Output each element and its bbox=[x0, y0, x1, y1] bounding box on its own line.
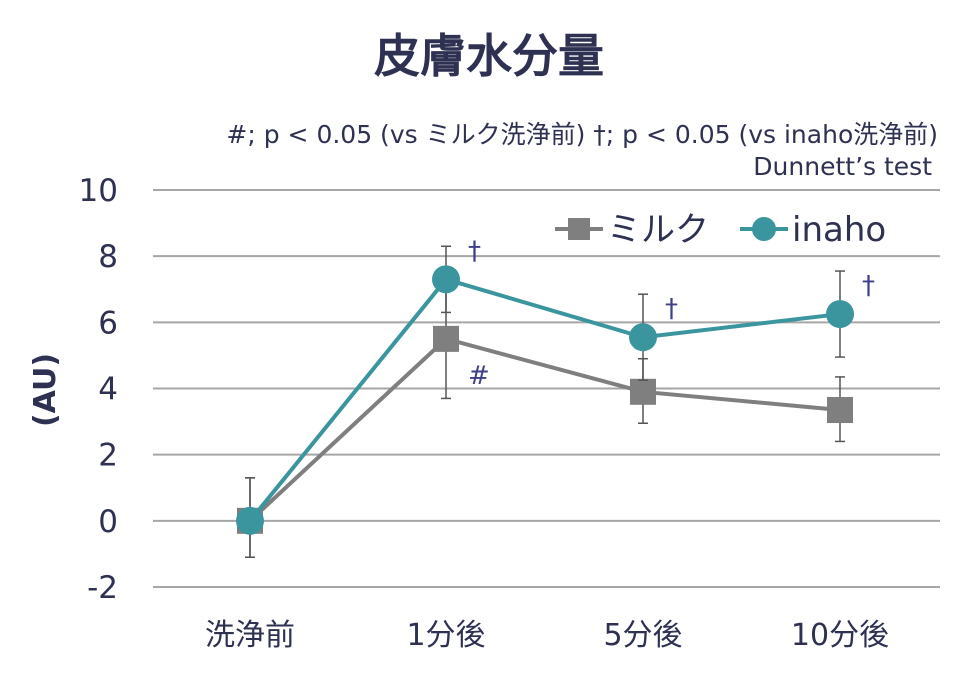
y-tick-label: 4 bbox=[98, 372, 118, 408]
significance-mark: † bbox=[468, 236, 481, 266]
series-line bbox=[248, 336, 841, 523]
data-point bbox=[827, 397, 853, 424]
x-tick-label: 洗浄前 bbox=[205, 618, 295, 653]
legend-label: ミルク bbox=[607, 210, 709, 250]
legend-item: ミルク bbox=[555, 210, 709, 250]
y-tick-label: 8 bbox=[98, 239, 118, 275]
data-point bbox=[629, 323, 657, 352]
series-inaho: † † † bbox=[236, 236, 875, 558]
x-tick-labels: 洗浄前 1分後 5分後 10分後 bbox=[205, 618, 889, 653]
y-axis-label: (AU) bbox=[28, 353, 63, 427]
data-point bbox=[826, 300, 854, 329]
series-milk: # bbox=[237, 278, 853, 558]
data-point bbox=[432, 265, 460, 294]
chart-title: 皮膚水分量 bbox=[374, 29, 604, 83]
series-line bbox=[248, 277, 841, 523]
y-tick-labels: -2 0 2 4 6 8 10 bbox=[79, 173, 118, 606]
data-point bbox=[630, 378, 656, 405]
legend-marker bbox=[752, 217, 776, 241]
data-point bbox=[433, 325, 459, 352]
x-tick-label: 10分後 bbox=[791, 618, 889, 653]
legend: ミルク inaho bbox=[555, 210, 886, 250]
y-tick-label: -2 bbox=[87, 570, 118, 606]
legend-label: inaho bbox=[792, 210, 886, 250]
y-tick-label: 0 bbox=[98, 504, 118, 540]
x-tick-label: 1分後 bbox=[406, 618, 485, 653]
legend-marker bbox=[568, 218, 590, 240]
series-group: # † † † bbox=[236, 236, 875, 558]
legend-item: inaho bbox=[740, 210, 886, 250]
gridlines bbox=[153, 189, 940, 588]
test-note: Dunnett’s test bbox=[753, 152, 932, 181]
x-tick-label: 5分後 bbox=[603, 618, 682, 653]
y-tick-label: 2 bbox=[98, 438, 118, 474]
significance-note: #; p < 0.05 (vs ミルク洗浄前) †; p < 0.05 (vs … bbox=[226, 120, 938, 149]
data-point bbox=[236, 506, 264, 535]
significance-mark: † bbox=[862, 271, 875, 301]
significance-mark: † bbox=[665, 294, 678, 324]
y-tick-label: 10 bbox=[79, 173, 118, 209]
significance-mark: # bbox=[468, 361, 490, 391]
y-tick-label: 6 bbox=[98, 305, 118, 341]
